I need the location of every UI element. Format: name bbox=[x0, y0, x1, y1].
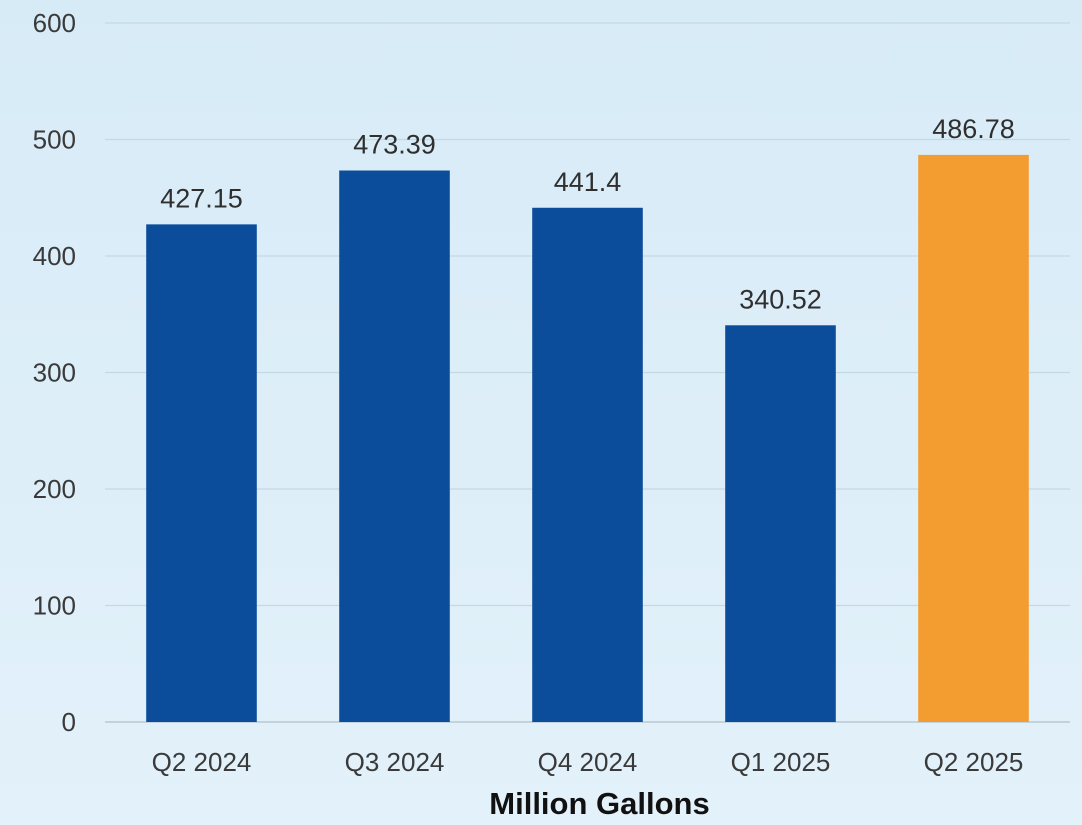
data-label: 340.52 bbox=[739, 284, 822, 314]
data-label: 441.4 bbox=[554, 167, 622, 197]
y-tick-label: 400 bbox=[33, 241, 76, 271]
x-axis-title: Million Gallons bbox=[489, 786, 709, 821]
x-tick-label: Q2 2025 bbox=[924, 747, 1024, 777]
bar-q1-2025 bbox=[725, 325, 836, 722]
y-tick-label: 0 bbox=[62, 707, 76, 737]
x-tick-label: Q2 2024 bbox=[152, 747, 252, 777]
y-tick-label: 500 bbox=[33, 125, 76, 155]
bar-q2-2024 bbox=[146, 224, 257, 723]
x-tick-label: Q4 2024 bbox=[538, 747, 638, 777]
y-tick-label: 200 bbox=[33, 474, 76, 504]
x-tick-label: Q3 2024 bbox=[345, 747, 445, 777]
data-labels: 427.15 473.39 441.4 340.52 486.78 bbox=[160, 114, 1015, 314]
bars bbox=[146, 154, 1029, 723]
data-label: 473.39 bbox=[353, 130, 436, 160]
y-tick-label: 100 bbox=[33, 591, 76, 621]
bar-q3-2024 bbox=[339, 170, 450, 722]
bar-q2-2025 bbox=[918, 154, 1029, 722]
data-label: 486.78 bbox=[932, 114, 1015, 144]
y-tick-label: 300 bbox=[33, 358, 76, 388]
y-tick-label: 600 bbox=[33, 8, 76, 38]
x-tick-label: Q1 2025 bbox=[731, 747, 831, 777]
y-axis-ticks: 0 100 200 300 400 500 600 bbox=[33, 8, 76, 737]
x-axis-ticks: Q2 2024 Q3 2024 Q4 2024 Q1 2025 Q2 2025 bbox=[152, 747, 1024, 777]
bar-q4-2024 bbox=[532, 207, 643, 723]
data-label: 427.15 bbox=[160, 183, 243, 213]
